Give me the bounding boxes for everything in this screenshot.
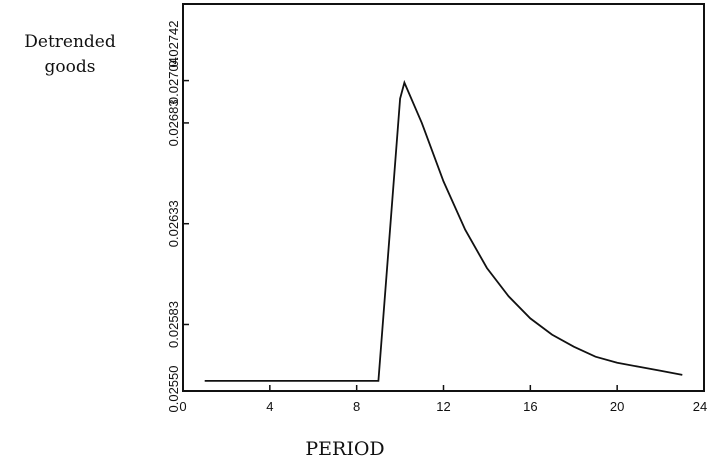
y-tick-label: 0.02683 (166, 99, 181, 146)
x-tick-label: 20 (610, 399, 624, 414)
y-tick-label: 0.02742 (166, 21, 181, 68)
x-tick-label: 4 (266, 399, 273, 414)
y-tick-label: 0.02633 (166, 200, 181, 247)
x-axis-title: PERIOD (305, 438, 384, 460)
series-line (204, 79, 683, 382)
x-tick-label: 16 (523, 399, 537, 414)
y-axis-title: Detrended goods (24, 32, 116, 77)
x-tick-label: 12 (436, 399, 450, 414)
plot-frame (182, 3, 705, 392)
x-tick-label: 8 (353, 399, 360, 414)
y-axis: 0.02550 0.02583 0.02633 0.026830.027040.027… (166, 3, 189, 413)
y-axis-title-line-2: goods (45, 57, 96, 77)
y-axis-title-line-1: Detrended (24, 32, 116, 52)
x-tick-label: 24 (693, 399, 707, 414)
x-axis: 0 4 8 12 16 20 24 (179, 385, 707, 414)
x-tick-label: 0 (179, 399, 186, 414)
y-tick-label: 0.02583 (166, 301, 181, 348)
y-tick-label: 0.02550 (166, 366, 181, 413)
y-tick-label: 0.02704 (166, 57, 181, 104)
